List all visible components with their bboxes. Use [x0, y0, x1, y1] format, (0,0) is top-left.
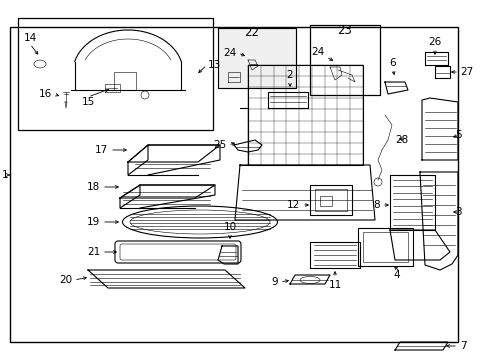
Text: 7: 7 — [459, 341, 466, 351]
Text: 13: 13 — [207, 60, 221, 70]
Text: 18: 18 — [86, 182, 100, 192]
Text: 28: 28 — [394, 135, 407, 145]
Bar — [319, 196, 331, 206]
Bar — [309, 25, 379, 95]
Text: 27: 27 — [459, 67, 472, 77]
Bar — [218, 28, 295, 88]
Text: 19: 19 — [86, 217, 100, 227]
Text: 25: 25 — [213, 140, 226, 150]
Text: 6: 6 — [389, 58, 395, 68]
Text: 24: 24 — [311, 47, 324, 57]
Text: 11: 11 — [328, 280, 341, 290]
Text: 23: 23 — [337, 23, 352, 36]
Text: 3: 3 — [454, 207, 461, 217]
Text: 15: 15 — [81, 97, 95, 107]
Text: 1: 1 — [1, 170, 8, 180]
Bar — [309, 185, 351, 215]
Bar — [18, 18, 213, 130]
Text: 9: 9 — [271, 277, 278, 287]
Text: 5: 5 — [454, 130, 461, 140]
Text: 10: 10 — [223, 222, 236, 232]
Text: 8: 8 — [373, 200, 379, 210]
Bar — [247, 65, 362, 165]
Text: 20: 20 — [59, 275, 72, 285]
Text: 16: 16 — [39, 89, 52, 99]
Bar — [114, 72, 136, 90]
Text: 14: 14 — [23, 33, 37, 43]
Text: 24: 24 — [223, 48, 236, 58]
Text: 22: 22 — [244, 27, 259, 40]
Text: 21: 21 — [86, 247, 100, 257]
Text: 17: 17 — [95, 145, 108, 155]
Text: 26: 26 — [427, 37, 441, 47]
Bar — [357, 228, 412, 266]
Text: 12: 12 — [286, 200, 299, 210]
Text: 2: 2 — [286, 70, 293, 80]
Bar — [314, 189, 346, 211]
Text: 4: 4 — [392, 270, 399, 280]
Bar — [218, 28, 295, 88]
Bar — [362, 232, 407, 262]
Bar — [10, 27, 457, 342]
